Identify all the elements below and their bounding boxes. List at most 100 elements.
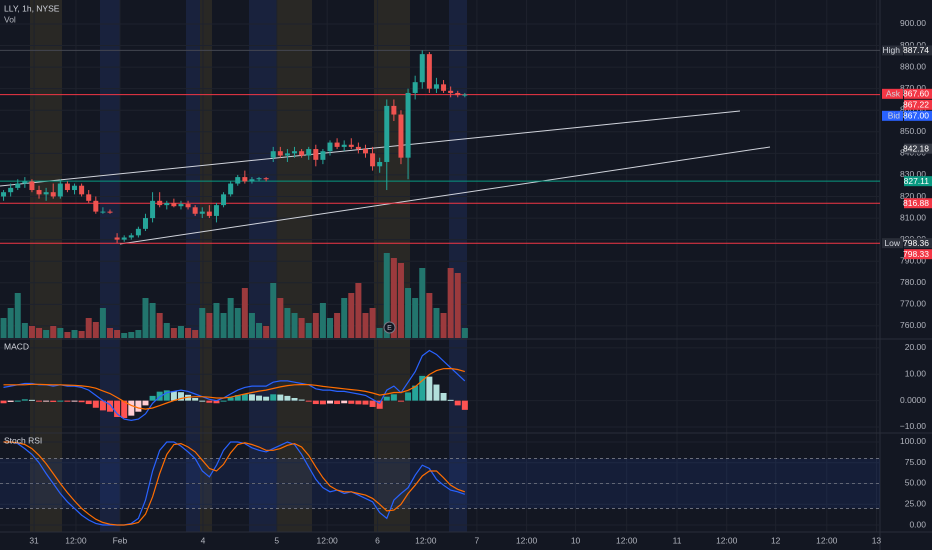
x-tick-label: 12:00 (516, 535, 538, 545)
candle-body (135, 228, 141, 236)
volume-bar (440, 313, 447, 338)
histogram-bar (170, 391, 177, 401)
x-tick-label: 11 (673, 535, 682, 545)
earnings-marker: E (387, 325, 392, 332)
candle-body (292, 151, 298, 154)
candle-body (299, 151, 305, 156)
volume-bar (327, 318, 333, 338)
volume-bar (121, 333, 128, 338)
volume-bar (7, 308, 14, 338)
volume-bar (412, 298, 419, 338)
candle-body (426, 54, 432, 89)
candle-body (327, 142, 333, 152)
histogram-bar (241, 394, 248, 401)
histogram-bar (114, 400, 121, 417)
indicator-line (3, 441, 465, 526)
histogram-bar (57, 400, 64, 402)
volume-label: Vol (4, 14, 16, 24)
candle-body (178, 204, 184, 207)
volume-bar (213, 303, 220, 338)
x-tick-label: 12:00 (716, 535, 738, 545)
x-tick-label: 10 (571, 535, 581, 545)
histogram-bar (362, 400, 369, 405)
candle-body (384, 105, 390, 162)
volume-bar (71, 330, 78, 338)
volume-bar (36, 328, 43, 338)
volume-bar (185, 328, 192, 338)
volume-bar (99, 308, 106, 338)
volume-bar (376, 328, 383, 338)
level-badge (904, 45, 932, 56)
x-tick-label: 12:00 (616, 535, 638, 545)
candle-body (121, 237, 127, 240)
histogram-bar (405, 392, 412, 401)
candle-body (114, 237, 120, 240)
level-value: 867.00 (903, 111, 929, 121)
level-badge (904, 143, 932, 154)
x-tick-label: 12 (771, 535, 781, 545)
volume-bar (461, 328, 468, 338)
candle-body (419, 54, 425, 83)
earnings-icon (383, 321, 396, 334)
x-tick-label: 4 (201, 535, 206, 545)
indicator-line (3, 349, 466, 422)
level-name: Ask (886, 89, 901, 99)
histogram-bar (85, 400, 92, 405)
histogram-bar (270, 394, 277, 401)
candle-body (377, 161, 383, 167)
volume-bar (348, 293, 355, 338)
histogram-bar (36, 400, 43, 402)
volume-bar (78, 331, 85, 338)
y-tick-label: 100.00 (900, 436, 926, 446)
marks (0, 49, 880, 526)
histogram-bar (192, 397, 199, 401)
histogram-bar (121, 400, 128, 419)
histogram-bar (419, 375, 426, 401)
volume-bar (305, 323, 312, 338)
session-band (100, 0, 120, 532)
volume-bar (383, 253, 390, 338)
volume-bar (227, 298, 234, 338)
candle-body (242, 177, 248, 182)
volume-bar (433, 308, 440, 338)
y-tick-label: 0.00 (909, 519, 926, 529)
candle-body (1, 192, 7, 197)
candle-body (256, 178, 262, 180)
level-value: 798.33 (903, 249, 929, 259)
level-value: 867.60 (903, 89, 929, 99)
candle-body (72, 185, 78, 191)
candle-body (79, 185, 85, 195)
volume-bar (369, 308, 376, 338)
candle-body (142, 218, 148, 229)
candle-body (313, 149, 319, 160)
candle-body (29, 181, 35, 191)
level-badge (904, 198, 932, 209)
y-tick-label: −10.00 (900, 421, 927, 431)
histogram-bar (334, 400, 341, 405)
y-tick-label: 790.00 (900, 255, 926, 265)
candle-body (50, 192, 56, 197)
y-tick-label: 760.00 (900, 320, 926, 330)
histogram-bar (312, 400, 319, 405)
histogram-bar (376, 400, 383, 409)
candle-body (100, 211, 106, 213)
candle-body (441, 84, 447, 91)
session-band (249, 0, 277, 532)
volume-bar (319, 303, 326, 338)
candle-body (398, 114, 404, 158)
volume-bar (312, 313, 319, 338)
histogram-bar (78, 400, 85, 403)
volume-bar (28, 326, 35, 338)
volume-bar (234, 308, 241, 338)
candle-body (107, 211, 113, 213)
candle-body (362, 149, 368, 154)
histogram-bar (248, 394, 255, 401)
volume-bar (85, 318, 92, 338)
histogram-bar (64, 400, 71, 402)
level-name-box (882, 110, 903, 121)
candle-body (128, 235, 134, 238)
x-tick-label: 12:00 (317, 535, 339, 545)
histogram-bar (99, 400, 106, 411)
candle-body (284, 153, 290, 156)
candle-body (277, 151, 283, 156)
